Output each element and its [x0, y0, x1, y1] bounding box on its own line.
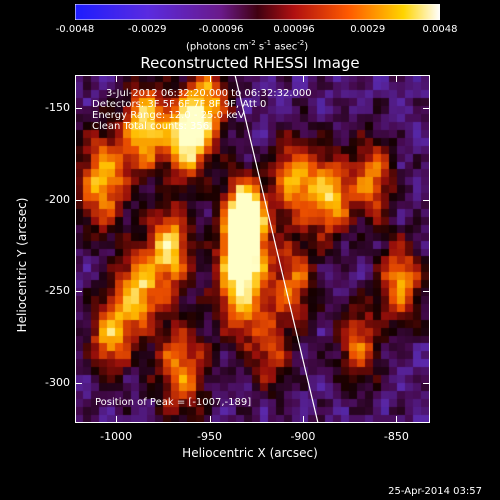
rhessi-image	[75, 75, 430, 423]
colorbar-tick-label: -0.00096	[198, 24, 244, 35]
overlay	[75, 75, 430, 423]
y-tick-mark	[75, 291, 82, 293]
y-tick-mark	[75, 199, 82, 201]
x-tick-mark	[209, 75, 211, 82]
y-tick-mark	[423, 291, 430, 293]
heatmap-frame	[75, 75, 430, 423]
y-tick-mark	[423, 107, 430, 109]
y-tick-label: -300	[45, 375, 70, 389]
colorbar	[74, 3, 441, 21]
info-counts: Clean Total counts: 356.	[92, 121, 213, 132]
y-tick-mark	[75, 382, 82, 384]
x-tick-label: -950	[197, 430, 222, 443]
info-detectors: Detectors: 3F 5F 6F 7F 8F 9F, Att 0	[92, 99, 267, 110]
unit-part: s	[255, 41, 265, 53]
x-tick-mark	[396, 416, 398, 423]
unit-exp: -2	[248, 39, 256, 47]
x-tick-label: -900	[290, 430, 316, 443]
x-axis-label: Heliocentric X (arcsec)	[182, 446, 318, 460]
y-tick-mark	[423, 199, 430, 201]
colorbar-unit-label: (photons cm-2 s-1 asec-2)	[186, 37, 308, 53]
x-tick-mark	[302, 416, 304, 423]
unit-part: )	[304, 41, 309, 53]
y-tick-mark	[75, 107, 82, 109]
x-tick-label: -850	[383, 430, 409, 443]
solar-limb-line	[234, 75, 319, 423]
unit-part: asec	[271, 41, 298, 53]
colorbar-tick-label: -0.0048	[55, 24, 95, 35]
x-tick-mark	[209, 416, 211, 423]
info-block: 3-Jul-2012 06:32:20.000 to 06:32:32.000 …	[92, 88, 312, 132]
colorbar-tick-label: -0.0029	[127, 24, 167, 35]
x-tick-mark	[116, 416, 118, 423]
unit-exp: -2	[297, 39, 305, 47]
x-tick-mark	[396, 75, 398, 82]
info-time: 3-Jul-2012 06:32:20.000 to 06:32:32.000	[106, 88, 312, 99]
x-tick-label: -1000	[100, 430, 133, 443]
x-tick-mark	[116, 75, 118, 82]
y-tick-label: -150	[45, 100, 70, 114]
x-tick-mark	[302, 75, 304, 82]
unit-part: (photons cm	[186, 41, 249, 53]
image-title: Reconstructed RHESSI Image	[140, 54, 360, 72]
colorbar-tick-label: 0.0029	[350, 24, 386, 35]
colorbar-gradient	[74, 3, 441, 21]
colorbar-tick-label: 0.00096	[273, 24, 315, 35]
y-tick-label: -200	[45, 192, 70, 206]
y-tick-mark	[423, 382, 430, 384]
unit-exp: -1	[264, 39, 272, 47]
peak-position: Position of Peak = [-1007,-189]	[95, 397, 252, 408]
y-tick-label: -250	[45, 284, 70, 298]
footer-date: 25-Apr-2014 03:57	[388, 486, 482, 497]
info-energy: Energy Range: 12.0 - 25.0 keV	[92, 110, 245, 121]
y-axis-label: Heliocentric Y (arcsec)	[15, 197, 29, 333]
colorbar-tick-label: 0.0048	[422, 24, 458, 35]
plot-border	[75, 75, 430, 423]
